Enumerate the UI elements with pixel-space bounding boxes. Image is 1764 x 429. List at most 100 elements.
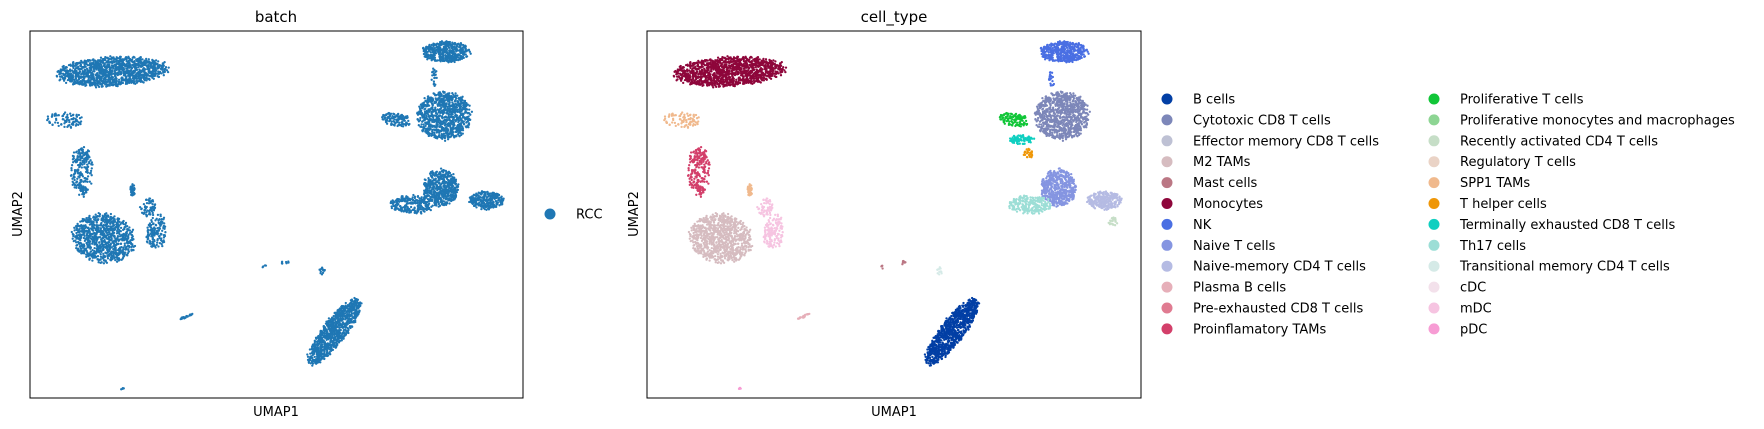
scatter-point (95, 64, 99, 68)
scatter-point (140, 211, 144, 214)
scatter-point (71, 75, 74, 79)
scatter-point (110, 238, 113, 242)
scatter-point (98, 241, 101, 244)
scatter-point (427, 120, 431, 123)
scatter-point (446, 52, 450, 56)
scatter-point (151, 75, 154, 78)
scatter-point (80, 230, 83, 233)
scatter-point (70, 230, 73, 234)
scatter-point (440, 98, 443, 102)
scatter-point (122, 79, 125, 82)
scatter-point (74, 124, 78, 127)
scatter-point (68, 120, 71, 124)
scatter-point (418, 197, 421, 200)
scatter-point (455, 130, 458, 134)
scatter-point (153, 229, 156, 232)
scatter-point (78, 83, 81, 86)
scatter-point (394, 115, 397, 119)
scatter-point (463, 99, 467, 103)
scatter-point (92, 216, 95, 219)
scatter-point (57, 114, 60, 117)
scatter-point (86, 73, 89, 77)
scatter-point (119, 55, 122, 59)
scatter-point (461, 102, 464, 105)
scatter-point (443, 103, 446, 107)
scatter-point (452, 42, 455, 45)
scatter-point (83, 61, 86, 64)
scatter-point (116, 249, 120, 252)
scatter-point (381, 116, 384, 119)
scatter-point (441, 112, 445, 116)
scatter-point (98, 67, 101, 70)
scatter-point (418, 105, 421, 108)
scatter-point (96, 258, 99, 261)
scatter-point (118, 238, 121, 241)
scatter-point (121, 234, 124, 237)
scatter-point (85, 67, 89, 70)
scatter-point (108, 61, 111, 64)
scatter-point (78, 76, 82, 79)
scatter-point (86, 166, 89, 169)
scatter-point (438, 47, 442, 50)
scatter-point (151, 58, 154, 62)
scatter-point (127, 244, 130, 247)
scatter-point (393, 113, 396, 116)
scatter-point (104, 56, 107, 59)
scatter-point (81, 148, 85, 151)
scatter-point (453, 105, 456, 109)
scatter-point (440, 170, 443, 173)
scatter-point (76, 72, 80, 75)
scatter-point (432, 171, 435, 175)
scatter-point (128, 76, 131, 79)
scatter-point (108, 231, 111, 234)
scatter-point (72, 113, 75, 116)
scatter-point (55, 75, 59, 78)
scatter-point (150, 230, 154, 234)
scatter-point (435, 111, 438, 114)
scatter-point (77, 113, 81, 117)
scatter-point (119, 242, 123, 245)
scatter-point (81, 65, 84, 69)
scatter-point (70, 78, 73, 81)
scatter-point (116, 73, 119, 77)
scatter-point (77, 237, 80, 240)
scatter-point (119, 82, 123, 85)
scatter-point (139, 62, 143, 65)
scatter-point (105, 70, 108, 73)
scatter-point (79, 162, 83, 166)
scatter-point (130, 79, 133, 82)
scatter-point (440, 129, 443, 133)
scatter-point (76, 63, 79, 66)
scatter-point (99, 230, 102, 234)
scatter-point (417, 124, 420, 127)
scatter-point (427, 180, 431, 183)
scatter-point (437, 201, 440, 204)
scatter-point (151, 240, 154, 243)
scatter-point (151, 216, 154, 220)
scatter-point (436, 98, 440, 101)
scatter-point (430, 110, 434, 113)
scatter-point (448, 194, 451, 197)
scatter-point (82, 252, 86, 255)
scatter-point (390, 123, 393, 127)
scatter-point (146, 65, 149, 68)
scatter-point (109, 78, 112, 82)
scatter-point (438, 125, 442, 129)
scatter-point (443, 116, 446, 119)
scatter-point (448, 55, 451, 58)
scatter-point (114, 252, 117, 256)
scatter-point (94, 81, 97, 84)
scatter-point (145, 205, 148, 209)
scatter-point (81, 250, 84, 253)
scatter-point (435, 183, 438, 187)
scatter-point (107, 83, 111, 86)
scatter-point (51, 123, 54, 126)
scatter-point (447, 105, 451, 108)
scatter-point (80, 188, 83, 192)
scatter-point (426, 194, 429, 197)
scatter-point (439, 167, 443, 170)
scatter-point (440, 93, 443, 96)
scatter-point (157, 229, 160, 232)
scatter-point (453, 55, 456, 59)
scatter-point (430, 101, 433, 104)
